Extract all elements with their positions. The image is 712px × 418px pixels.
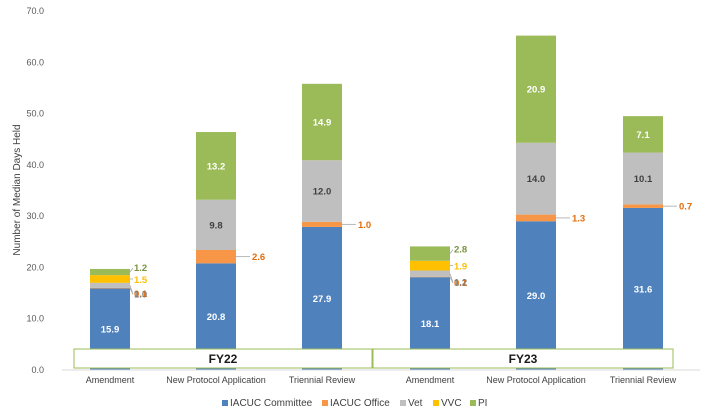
bar-segment-vet [196,199,236,250]
leader-line [449,273,454,283]
bar-segment-committee [302,226,342,370]
data-label-committee: 20.8 [207,312,226,323]
bar-segment-vet [410,270,450,277]
y-tick-label: 70.0 [26,6,44,16]
bar-segment-pi [196,132,236,200]
data-label-office: 0.1 [454,278,468,289]
leader-line [449,249,454,254]
bar-segment-committee [516,221,556,370]
data-label-pi: 14.9 [313,118,332,129]
bar-segment-committee [623,207,663,370]
data-label-office: 0.7 [679,202,692,213]
bar-segment-vet [516,142,556,215]
bar-segment-office [516,214,556,222]
bar-segment-vet [623,152,663,205]
group-box [73,348,373,369]
data-label-committee: 18.1 [421,319,440,330]
data-labels: 15.90.11.01.51.220.82.69.813.227.91.012.… [101,85,692,336]
data-label-vet: 12.0 [313,187,332,198]
y-tick-label: 20.0 [26,262,44,272]
y-tick-label: 40.0 [26,160,44,170]
group-labels: FY22 FY23 [62,348,700,371]
data-label-vvc: 1.9 [454,262,467,273]
x-tick-label: New Protocol Application [166,375,266,385]
data-label-vet: 14.0 [527,174,546,185]
legend-swatch [470,400,476,406]
x-tick-label: Amendment [86,375,135,385]
group-label: FY23 [509,352,538,366]
group-box [372,348,674,369]
bar-segment-pi [90,268,130,276]
y-tick-label: 60.0 [26,57,44,67]
bar-segment-pi [410,246,450,261]
bar-segment-office [196,249,236,264]
bar-segment-office [90,287,130,289]
y-tick-label: 10.0 [26,314,44,324]
data-label-office: 1.3 [572,213,585,224]
y-tick-label: 50.0 [26,109,44,119]
bar-segment-office [623,204,663,208]
data-label-vet: 10.1 [634,174,653,185]
legend-label: Vet [408,398,423,409]
leader-line [129,267,134,273]
data-label-vet: 1.2 [454,278,467,289]
legend-label: VVC [441,398,462,409]
category-labels: Amendment New Protocol Application Trienni… [86,375,677,385]
legend-swatch [222,400,228,406]
leader-line [129,285,134,295]
data-label-committee: 29.0 [527,291,546,302]
data-label-pi: 7.1 [636,130,650,141]
legend: IACUC Committee IACUC Office Vet VVC PI [222,398,487,409]
y-tick-label: 30.0 [26,211,44,221]
data-label-vvc: 1.5 [134,275,148,286]
group-label: FY22 [209,352,238,366]
bar-segment-vet [90,282,130,288]
data-label-pi: 20.9 [527,85,546,96]
legend-swatch [433,400,439,406]
bars [90,35,663,370]
x-tick-label: Amendment [406,375,455,385]
y-tick-label: 0.0 [31,365,44,375]
bar-segment-office [410,276,450,278]
data-label-pi: 1.2 [134,263,147,274]
data-label-vet: 9.8 [209,220,222,231]
legend-label: IACUC Office [330,398,390,409]
y-axis: 0.0 10.0 20.0 30.0 40.0 50.0 60.0 70.0 [26,6,44,375]
bar-segment-pi [516,35,556,143]
legend-swatch [400,400,406,406]
data-label-pi: 2.8 [454,245,467,256]
bar-segment-pi [302,83,342,161]
bar-segment-office [302,221,342,227]
data-label-vet: 1.0 [134,289,147,300]
data-label-office: 2.6 [252,252,265,263]
legend-swatch [322,400,328,406]
x-tick-label: Triennial Review [289,375,356,385]
y-axis-title: Number of Median Days Held [12,124,23,255]
bar-segment-vvc [410,260,450,271]
data-label-pi: 13.2 [207,161,226,172]
data-label-office: 0.1 [134,289,148,300]
x-tick-label: New Protocol Application [486,375,586,385]
legend-label: PI [478,398,487,409]
bar-segment-pi [623,116,663,153]
data-label-committee: 27.9 [313,294,332,305]
data-label-committee: 15.9 [101,325,120,336]
bar-segment-vet [302,160,342,222]
bar-segment-vvc [90,275,130,283]
data-label-office: 1.0 [358,220,371,231]
data-label-committee: 31.6 [634,284,653,295]
legend-label: IACUC Committee [230,398,313,409]
x-tick-label: Triennial Review [610,375,677,385]
